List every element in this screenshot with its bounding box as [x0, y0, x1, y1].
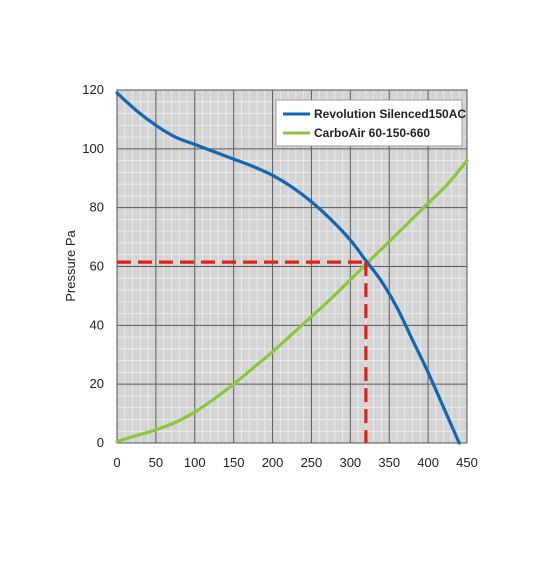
y-axis-label: Pressure Pa	[63, 229, 78, 301]
x-tick-label: 300	[339, 455, 361, 470]
x-tick-label: 450	[456, 455, 478, 470]
y-tick-label: 60	[90, 259, 104, 274]
legend: Revolution Silenced150AC CarboAir 60-150-…	[275, 99, 466, 147]
y-tick-label: 120	[82, 82, 104, 97]
plot-border	[116, 89, 468, 444]
operating-point	[117, 260, 368, 443]
series-layer	[115, 91, 469, 445]
series-line-0	[115, 91, 461, 445]
x-tick-label: 100	[184, 455, 206, 470]
series-line-1	[115, 159, 469, 444]
y-tick-label: 40	[90, 317, 104, 332]
y-tick-label: 80	[90, 200, 104, 215]
y-axis-ticks: 0 20 40 60 80 100 120	[82, 82, 104, 450]
x-tick-label: 250	[301, 455, 323, 470]
x-tick-label: 200	[262, 455, 284, 470]
legend-label-0: Revolution Silenced150AC	[314, 107, 466, 121]
x-tick-label: 0	[113, 455, 120, 470]
y-tick-label: 100	[82, 141, 104, 156]
y-tick-label: 20	[90, 376, 104, 391]
x-tick-label: 50	[149, 455, 163, 470]
x-tick-label: 150	[223, 455, 245, 470]
x-tick-label: 350	[378, 455, 400, 470]
legend-label-1: CarboAir 60-150-660	[314, 126, 430, 140]
x-tick-label: 400	[417, 455, 439, 470]
legend-box	[275, 99, 463, 147]
x-axis-ticks: 0 50 100 150 200 250 300 350 400 450	[113, 455, 477, 470]
y-tick-label: 0	[97, 435, 104, 450]
